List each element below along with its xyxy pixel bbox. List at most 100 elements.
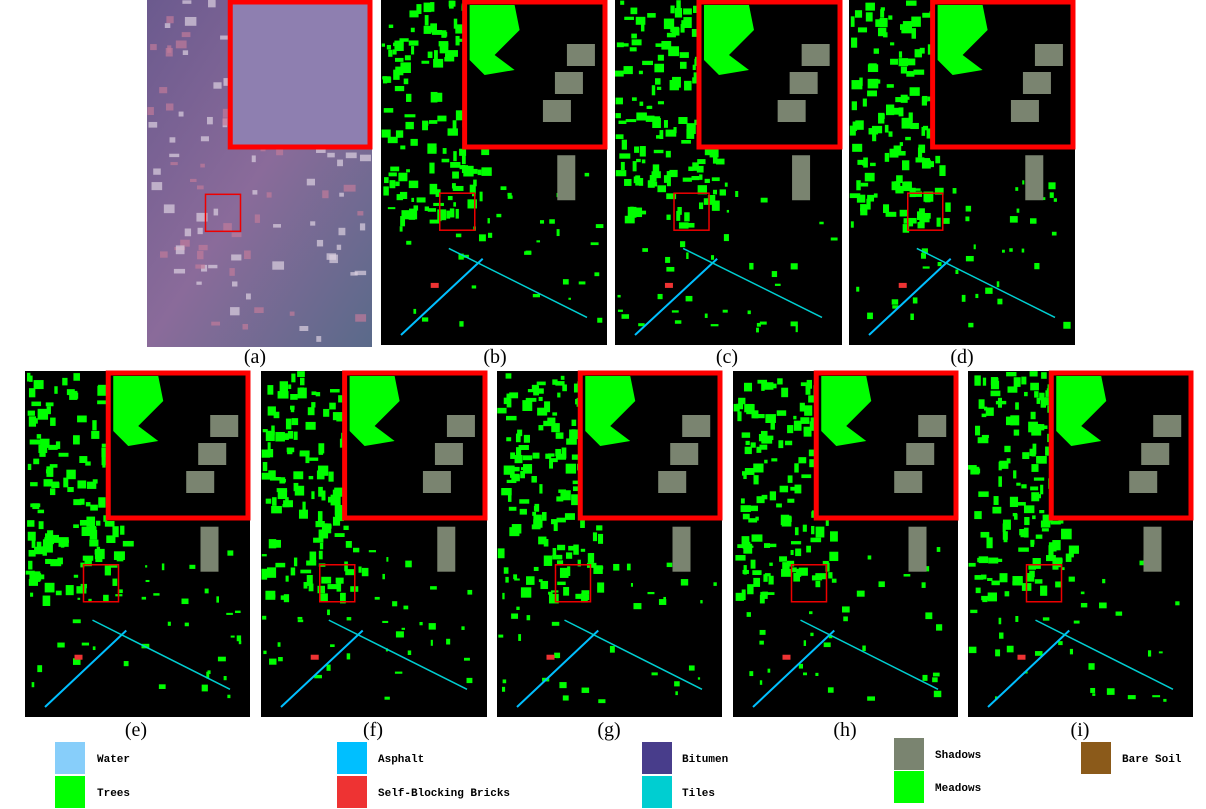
region (744, 446, 752, 455)
region (883, 204, 890, 214)
region (580, 548, 586, 552)
region (790, 541, 802, 545)
region (383, 77, 392, 83)
region (386, 557, 389, 562)
region (550, 590, 559, 593)
region (290, 567, 296, 576)
region (1022, 452, 1030, 460)
region (446, 210, 451, 219)
region (1009, 216, 1018, 223)
region (1024, 391, 1028, 397)
region (45, 558, 52, 564)
region (970, 466, 980, 475)
region (31, 682, 35, 688)
roof (169, 153, 180, 158)
region (514, 578, 520, 581)
region (403, 78, 409, 85)
region (519, 499, 530, 504)
region (558, 489, 566, 493)
region (849, 193, 861, 199)
region (556, 517, 566, 523)
region (287, 431, 294, 439)
region (103, 594, 109, 603)
region (538, 536, 547, 545)
region (1061, 528, 1072, 540)
region (73, 574, 79, 578)
region (311, 402, 316, 408)
region (548, 593, 559, 604)
region (760, 197, 768, 203)
region (691, 176, 700, 181)
inset-region (894, 471, 923, 493)
region (1023, 527, 1029, 538)
region (769, 543, 777, 548)
roof (197, 250, 204, 260)
region (46, 406, 51, 415)
inset-region (446, 415, 475, 437)
region (1013, 377, 1021, 387)
region (544, 401, 551, 413)
region (619, 153, 631, 159)
region (974, 575, 984, 580)
region (759, 321, 767, 325)
region (1012, 581, 1020, 586)
region (409, 208, 418, 220)
region (691, 29, 697, 37)
region (531, 384, 539, 393)
region (383, 186, 389, 196)
region (683, 17, 692, 28)
region (565, 552, 573, 559)
region (106, 535, 116, 544)
panel: (g) (497, 370, 723, 741)
region (1031, 422, 1036, 432)
region (649, 175, 657, 182)
region (1152, 695, 1161, 698)
region (632, 161, 637, 172)
region (539, 484, 543, 494)
region (965, 216, 970, 222)
region (321, 490, 326, 501)
region (669, 79, 679, 91)
region (506, 437, 512, 442)
region (1024, 516, 1030, 526)
region (506, 393, 513, 398)
region (916, 211, 922, 220)
region (679, 61, 687, 69)
region (266, 567, 277, 578)
region (782, 562, 790, 573)
region (451, 183, 456, 189)
region (663, 596, 666, 602)
region (786, 560, 795, 567)
roof (272, 261, 285, 270)
region (262, 429, 268, 433)
region (1042, 514, 1053, 523)
region (747, 310, 751, 315)
roof (200, 163, 205, 168)
inset-region (566, 44, 595, 66)
legend-swatch (894, 738, 924, 770)
region (631, 207, 643, 218)
roof (343, 184, 356, 192)
region (663, 18, 675, 30)
region (543, 420, 553, 427)
region (912, 297, 918, 304)
region (458, 253, 464, 260)
region (699, 174, 703, 180)
region (92, 420, 97, 431)
region (704, 147, 715, 156)
region (641, 159, 646, 164)
region (430, 2, 435, 12)
region (461, 155, 466, 165)
region (387, 136, 398, 144)
region (91, 430, 100, 439)
region (671, 310, 679, 313)
region (620, 0, 625, 5)
region (394, 85, 405, 92)
region (1073, 620, 1080, 624)
region (961, 294, 966, 302)
roof (339, 192, 344, 197)
region (29, 571, 41, 582)
region (290, 408, 295, 413)
region (929, 161, 934, 168)
roof (242, 323, 249, 330)
